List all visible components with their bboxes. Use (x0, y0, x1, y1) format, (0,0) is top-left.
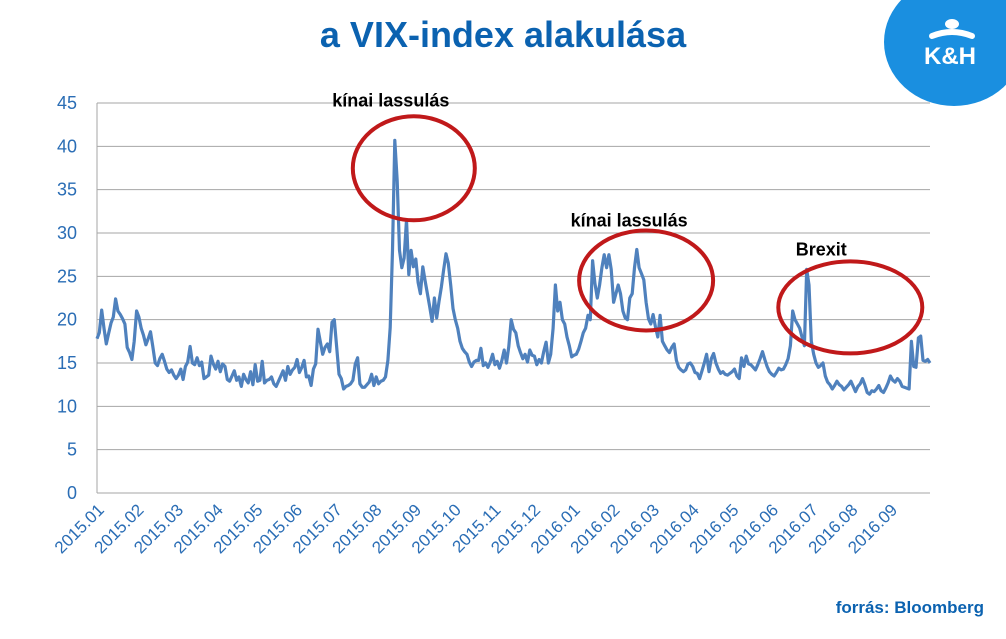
y-tick-label: 30 (57, 223, 77, 243)
y-tick-label: 20 (57, 310, 77, 330)
y-tick-label: 0 (67, 483, 77, 503)
annotations: kínai lassulás kínai lassulás Brexit (332, 90, 925, 356)
kh-logo: K&H (884, 0, 1006, 106)
annotation-circle (350, 114, 477, 223)
gridlines (96, 102, 930, 494)
chart-title: a VIX-index alakulása (319, 14, 687, 55)
y-tick-label: 15 (57, 353, 77, 373)
y-tick-label: 45 (57, 93, 77, 113)
y-tick-label: 25 (57, 266, 77, 286)
vix-series (95, 138, 932, 396)
annotation-label: Brexit (796, 239, 847, 259)
annotation-label: kínai lassulás (571, 210, 688, 230)
logo-head-mark (945, 19, 959, 29)
y-axis-ticks: 0 5 10 15 20 25 30 35 40 45 (57, 93, 77, 503)
y-tick-label: 35 (57, 180, 77, 200)
y-tick-label: 40 (57, 136, 77, 156)
logo-circle (884, 0, 1006, 106)
y-tick-label: 10 (57, 396, 77, 416)
y-tick-label: 5 (67, 440, 77, 460)
source-note: forrás: Bloomberg (835, 598, 984, 617)
logo-arc-mark (929, 29, 975, 39)
annotation-circle (776, 259, 925, 356)
vix-series-line (95, 138, 932, 396)
annotation-label: kínai lassulás (332, 90, 449, 110)
x-axis-ticks: 2015.012015.022015.032015.042015.052015.… (51, 500, 901, 557)
annotation-circle (577, 228, 716, 333)
logo-text: K&H (924, 43, 976, 70)
